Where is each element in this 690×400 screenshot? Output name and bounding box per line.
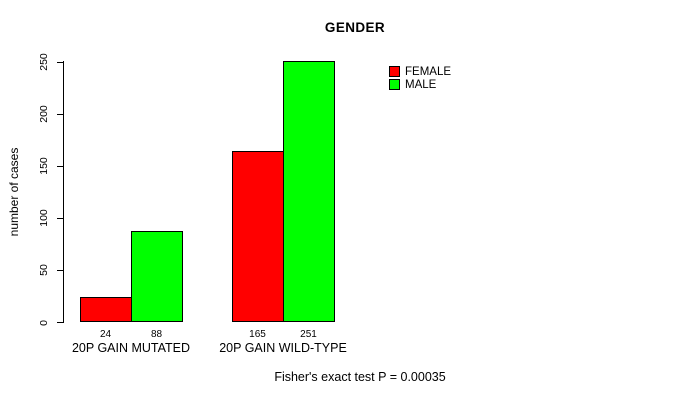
legend-item-male: MALE (389, 78, 451, 91)
bar-male-group1 (131, 230, 183, 323)
y-tick-mark-50 (57, 269, 63, 271)
y-tick-mark-200 (57, 113, 63, 115)
y-tick-mark-250 (57, 61, 63, 63)
bar-female-group2 (232, 150, 284, 323)
legend-item-female: FEMALE (389, 65, 451, 78)
bar-value-label: 165 (249, 329, 266, 340)
y-axis-label: number of cases (7, 147, 21, 237)
y-tick-label-250: 250 (38, 53, 50, 71)
bar-value-label: 251 (300, 329, 317, 340)
bar-male-group2 (283, 60, 335, 323)
annotation-text: Fisher's exact test P = 0.00035 (274, 370, 446, 384)
y-tick-mark-150 (57, 165, 63, 167)
legend: FEMALE MALE (389, 65, 451, 91)
category-label: 20P GAIN MUTATED (71, 341, 191, 355)
y-tick-label-100: 100 (38, 209, 50, 228)
y-tick-mark-0 (57, 322, 63, 323)
bar-value-label: 88 (150, 329, 163, 340)
category-label: 20P GAIN WILD-TYPE (219, 341, 347, 355)
bar-value-label: 24 (99, 329, 112, 340)
y-tick-label-150: 150 (38, 157, 50, 175)
y-axis-line (63, 61, 64, 323)
y-tick-label-0: 0 (38, 319, 50, 326)
legend-swatch-male (389, 79, 400, 90)
y-tick-label-200: 200 (38, 105, 50, 123)
y-tick-label-50: 50 (38, 264, 50, 277)
legend-label: FEMALE (405, 65, 452, 78)
y-tick-mark-100 (57, 217, 63, 219)
legend-label: MALE (405, 78, 437, 91)
legend-swatch-female (389, 66, 400, 77)
bar-female-group1 (80, 297, 132, 323)
chart-title: GENDER (324, 20, 386, 35)
